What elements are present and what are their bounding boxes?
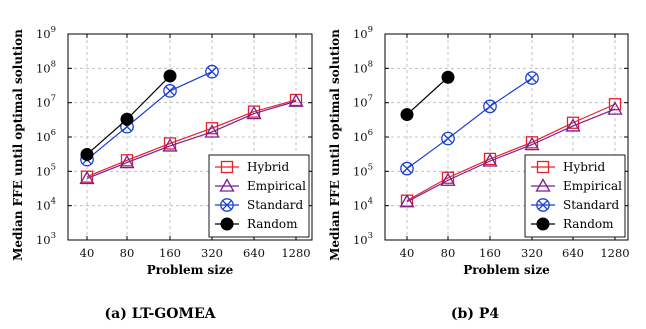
- legend-marker-random: [220, 217, 234, 231]
- data-point-empirical: [399, 193, 415, 208]
- legend-label: Empirical: [563, 179, 622, 193]
- legend-label: Hybrid: [563, 160, 606, 174]
- x-axis-label: Problem size: [463, 263, 550, 277]
- y-axis-label: Median FFE until optimal solution: [11, 29, 25, 261]
- data-point-standard: [525, 71, 539, 85]
- data-point-empirical: [119, 154, 135, 169]
- y-tick-label: 107: [36, 94, 56, 110]
- x-tick-label: 160: [479, 246, 501, 260]
- series-line-standard: [86, 71, 213, 161]
- data-point-standard: [400, 161, 414, 176]
- legend: Hybrid Empirical Standard Random: [524, 154, 626, 238]
- data-point-random: [120, 112, 134, 126]
- data-point-empirical: [79, 170, 95, 185]
- chart-panel-p4: 103 104 105 106 107 108 109 40 80 160 320 640 1280 Pr…: [328, 25, 630, 322]
- x-tick-label: 640: [562, 246, 584, 260]
- series-line-hybrid: [86, 99, 297, 178]
- data-point-empirical: [565, 118, 581, 132]
- y-tick-label: 106: [36, 128, 56, 144]
- y-tick-label: 105: [36, 162, 56, 178]
- data-point-empirical: [162, 138, 178, 152]
- x-tick-label: 1280: [600, 246, 629, 260]
- data-point-empirical: [607, 101, 623, 115]
- panel-caption: (b) P4: [451, 306, 499, 322]
- y-tick-label: 104: [36, 197, 56, 213]
- legend-label: Random: [563, 217, 614, 231]
- legend-label: Hybrid: [247, 160, 290, 174]
- legend-marker-random: [536, 217, 550, 231]
- y-tick-label: 106: [353, 128, 373, 144]
- legend-marker-hybrid: [536, 160, 550, 174]
- x-tick-label: 160: [159, 246, 181, 260]
- data-point-hybrid: [205, 122, 219, 135]
- y-tick-label: 105: [353, 162, 373, 178]
- data-point-empirical: [524, 136, 540, 151]
- y-tick-label: 109: [36, 25, 56, 41]
- series-line-random: [406, 76, 449, 116]
- data-point-empirical: [440, 172, 456, 186]
- data-point-standard: [205, 64, 219, 79]
- x-tick-label: 80: [441, 246, 456, 260]
- legend-marker-standard: [536, 198, 550, 212]
- x-tick-label: 40: [400, 246, 415, 260]
- series-line-standard: [406, 77, 533, 170]
- legend-marker-empirical: [219, 178, 235, 192]
- data-point-random: [80, 147, 94, 161]
- data-point-standard: [441, 131, 455, 146]
- data-point-hybrid: [566, 116, 580, 129]
- x-tick-label: 1280: [281, 246, 310, 260]
- x-tick-label: 640: [243, 246, 265, 260]
- legend-label: Random: [247, 217, 298, 231]
- x-tick-label: 320: [201, 246, 223, 260]
- legend-label: Standard: [563, 198, 619, 212]
- data-point-hybrid: [163, 137, 177, 150]
- legend-marker-hybrid: [220, 160, 234, 174]
- legend-label: Standard: [247, 198, 303, 212]
- data-point-standard: [163, 84, 177, 98]
- panel-caption: (a) LT-GOMEA: [105, 306, 217, 322]
- y-tick-label: 107: [353, 94, 373, 110]
- x-axis-label: Problem size: [147, 263, 234, 277]
- data-point-empirical: [482, 153, 498, 167]
- data-point-random: [163, 69, 177, 83]
- y-tick-label: 109: [353, 25, 373, 41]
- chart-panel-lt-gomea: 103 104 105 106 107 108 109 40 80 160 320 640 1280 Pr…: [11, 25, 313, 322]
- y-tick-label: 104: [353, 197, 373, 213]
- legend-marker-empirical: [535, 178, 551, 192]
- series-line-empirical: [86, 100, 297, 180]
- y-tick-label: 103: [353, 231, 373, 247]
- data-point-empirical: [246, 105, 262, 120]
- legend-label: Empirical: [247, 179, 306, 193]
- series-line-hybrid: [406, 103, 616, 202]
- data-point-empirical: [204, 124, 220, 138]
- legend-marker-standard: [220, 198, 234, 212]
- data-point-hybrid: [608, 98, 622, 111]
- y-tick-label: 108: [36, 59, 56, 75]
- y-axis-label: Median FFE until optimal solution: [328, 29, 342, 261]
- legend: Hybrid Empirical Standard Random: [208, 154, 310, 238]
- data-point-random: [400, 108, 414, 122]
- data-point-empirical: [288, 93, 304, 107]
- x-tick-label: 40: [80, 246, 95, 260]
- x-tick-label: 80: [120, 246, 135, 260]
- data-point-random: [441, 70, 455, 84]
- data-point-standard: [483, 99, 497, 114]
- series-line-empirical: [406, 108, 616, 203]
- y-tick-label: 103: [36, 231, 56, 247]
- y-tick-label: 108: [353, 59, 373, 75]
- x-tick-label: 320: [521, 246, 543, 260]
